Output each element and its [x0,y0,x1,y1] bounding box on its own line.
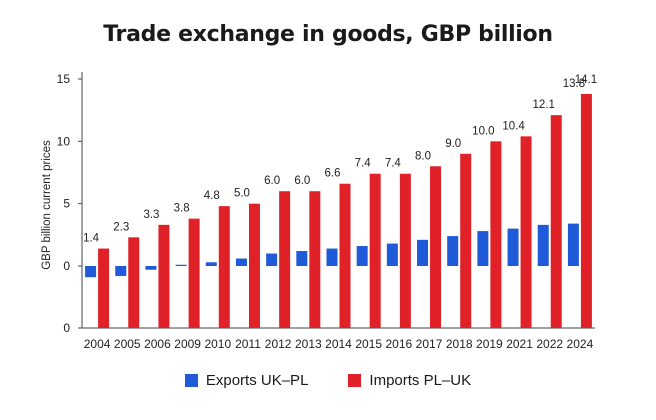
bar-exports [567,223,579,266]
x-tick-label: 2005 [114,337,141,351]
bar-exports [235,258,247,266]
x-tick-label: 2019 [476,337,503,351]
x-tick-label: 2015 [355,337,382,351]
x-tick-label: 2009 [174,337,201,351]
data-label-imports: 10.0 [472,125,494,137]
bar-imports [520,136,532,328]
bar-imports [369,173,381,328]
bar-exports [447,236,459,266]
legend-swatch-exports [184,374,198,387]
bar-imports [430,166,442,328]
data-label-imports: 10.4 [502,120,525,132]
y-tick-label: 15 [57,72,71,86]
bar-exports [205,262,217,266]
bar-imports [309,191,321,328]
bar-imports [158,224,170,328]
data-label-imports: 13.8 [563,78,585,90]
data-label-imports: 2.3 [113,221,129,233]
bar-imports [218,206,230,328]
bar-imports [128,237,140,328]
x-tick-label: 2024 [567,337,594,351]
data-label-imports: 6.6 [325,168,341,180]
x-tick-label: 2022 [536,337,563,351]
bar-exports [356,246,368,266]
data-label-imports: 8.0 [415,150,431,162]
legend-item-exports: Exports UK–PL [184,372,309,389]
x-tick-label: 2016 [386,337,413,351]
y-tick-label: 0 [63,321,70,335]
data-label-imports: 4.8 [204,190,220,202]
bar-imports [339,183,351,328]
x-tick-label: 2013 [295,337,322,351]
data-label-imports: 3.3 [143,209,159,221]
bar-exports [326,248,338,266]
bar-exports [266,253,278,266]
data-label-imports: 7.4 [355,158,372,170]
data-label-imports: 9.0 [445,138,461,150]
bar-exports [477,231,489,266]
x-tick-label: 2010 [204,337,231,351]
bar-imports [188,218,200,328]
bar-exports [386,243,398,266]
bar-imports [460,153,472,328]
bar-imports [248,203,260,328]
legend-label-imports: Imports PL–UK [369,372,472,389]
y-tick-label: 0 [63,259,70,273]
data-label-imports: 1.4 [83,233,100,245]
legend-label-exports: Exports UK–PL [205,372,309,389]
bar-exports [85,266,97,278]
bar-exports [417,239,429,266]
data-label-imports: 5.0 [234,188,250,200]
bar-imports [580,93,592,329]
legend-swatch-imports [348,374,362,387]
x-tick-label: 2014 [325,337,352,351]
bar-exports [115,266,127,276]
bars-layer [85,93,592,329]
data-label-imports-final: 14.1 [575,74,597,86]
data-label-imports: 12.1 [533,99,555,111]
bar-exports [537,224,549,266]
bar-imports [98,248,110,328]
bar-exports [507,228,519,266]
bar-exports [145,266,157,270]
bar-exports [296,251,308,266]
bar-imports [550,115,562,328]
chart-title: Trade exchange in goods, GBP billion [103,22,553,47]
bar-imports [279,191,291,328]
data-label-imports: 3.8 [174,203,190,215]
bar-exports [175,264,187,266]
x-tick-label: 2018 [446,337,473,351]
x-tick-label: 2021 [506,337,533,351]
y-tick-label: 10 [57,134,71,148]
bar-imports [399,173,411,328]
x-tick-label: 2011 [235,337,261,351]
data-labels-layer: 1.4 2.3 3.3 3.8 4.8 5.0 6.0 6.0 6.6 7.4 7.4 8.0 9.0 1… [83,74,597,244]
bar-imports [490,141,502,328]
data-label-imports: 7.4 [385,158,402,170]
legend: Exports UK–PL Imports PL–UK [0,372,656,389]
x-tick-label: 2004 [84,337,111,351]
x-tick-label: 2017 [416,337,443,351]
data-label-imports: 6.0 [264,175,280,187]
y-axis-label: GBP billion current prices [41,140,53,270]
y-tick-label: 5 [63,197,70,211]
data-label-imports: 6.0 [294,175,310,187]
x-tick-label: 2012 [265,337,292,351]
x-tick-label: 2006 [144,337,171,351]
legend-item-imports: Imports PL–UK [348,372,471,389]
